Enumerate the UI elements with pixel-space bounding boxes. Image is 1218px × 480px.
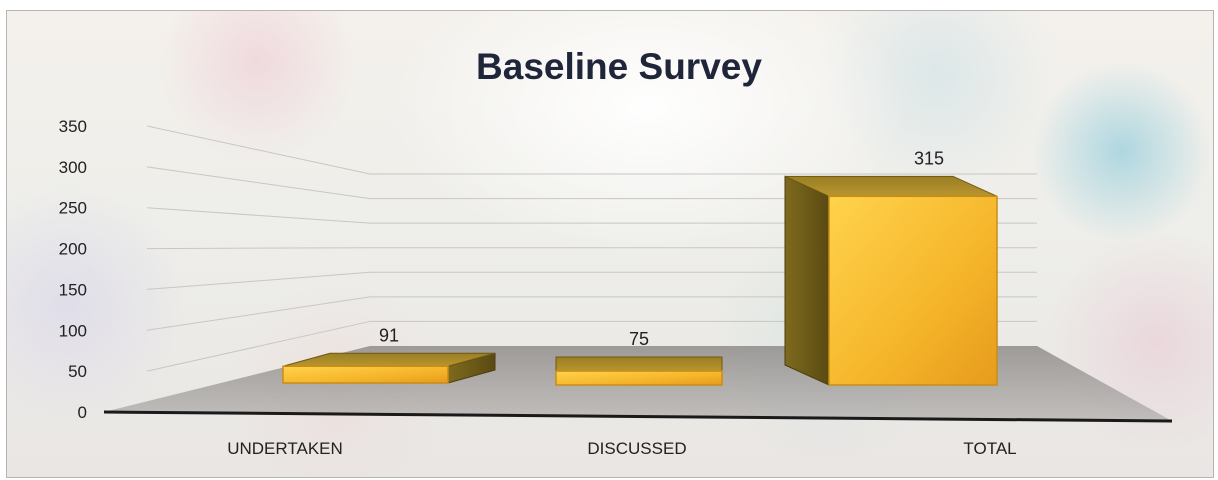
x-category-label: UNDERTAKEN	[227, 439, 343, 458]
chart-title: Baseline Survey	[476, 46, 762, 87]
gridline	[146, 320, 371, 372]
y-tick-label: 300	[59, 158, 87, 177]
gridline	[146, 166, 371, 200]
y-tick-label: 0	[78, 403, 87, 422]
gridline	[146, 247, 371, 250]
bar-front-face	[555, 370, 723, 386]
bars: 91 75 315	[282, 148, 998, 386]
y-tick-label: 150	[59, 280, 87, 299]
bar-discussed: 75	[555, 329, 723, 386]
x-axis-line	[103, 410, 1173, 423]
x-axis: UNDERTAKEN DISCUSSED TOTAL	[227, 439, 1016, 458]
bar-side-face	[784, 175, 830, 386]
y-tick-label: 50	[68, 362, 87, 381]
y-tick-label: 350	[59, 117, 87, 136]
y-tick-label: 200	[59, 240, 87, 259]
y-tick-label: 100	[59, 321, 87, 340]
gridline	[146, 296, 371, 331]
y-axis: 0 50 100 150 200 250 300 350	[59, 117, 87, 422]
bar-total: 315	[784, 148, 998, 386]
bar-value-label: 75	[629, 329, 649, 349]
gridline	[146, 207, 371, 224]
bar-value-label: 91	[379, 325, 399, 345]
gridline	[146, 125, 371, 175]
chart-canvas: Baseline Survey 0 50 100 150 200 250 300 350 91…	[59, 46, 1173, 458]
bar-value-label: 315	[914, 148, 944, 168]
y-tick-label: 250	[59, 199, 87, 218]
bar-front-face	[282, 365, 449, 384]
gridline	[146, 271, 371, 290]
bar-undertaken: 91	[282, 325, 496, 384]
chart-slide: Baseline Survey 0 50 100 150 200 250 300 350 91…	[6, 10, 1214, 478]
x-category-label: DISCUSSED	[587, 439, 686, 458]
bar-front-face	[828, 195, 998, 386]
x-category-label: TOTAL	[963, 439, 1016, 458]
bar-top-face	[555, 356, 723, 372]
